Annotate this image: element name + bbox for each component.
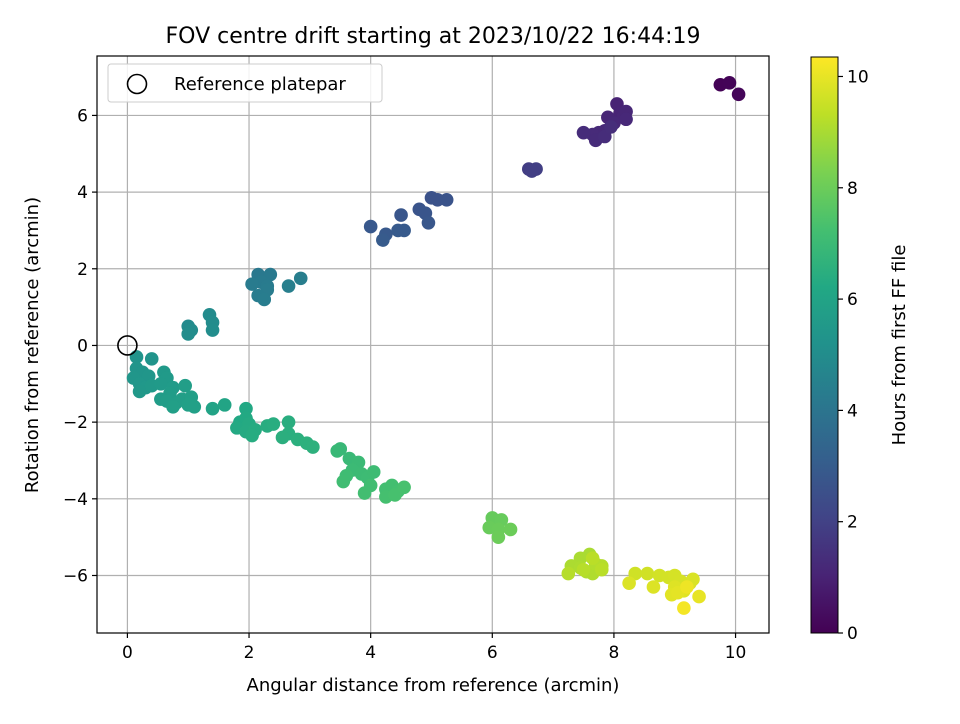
data-point: [132, 384, 147, 399]
data-point: [573, 551, 588, 566]
data-point: [604, 120, 618, 134]
data-point: [266, 417, 281, 431]
y-tick-label: −2: [63, 413, 88, 433]
data-point: [421, 215, 436, 230]
data-point: [357, 486, 372, 500]
x-tick-label: 2: [244, 643, 255, 663]
grid-lines: [97, 56, 769, 633]
legend: Reference platepar: [107, 63, 383, 103]
data-point: [217, 398, 232, 412]
data-point: [306, 440, 320, 454]
data-point: [293, 271, 308, 286]
colorbar-ticks: 0 2 4 6 8 10: [838, 67, 869, 644]
x-axis-label: Angular distance from reference (arcmin): [247, 675, 620, 696]
data-point: [257, 292, 272, 307]
data-point: [576, 125, 591, 140]
data-point: [166, 400, 180, 414]
y-axis-label: Rotation from reference (arcmin): [22, 197, 43, 493]
y-tick-label: 4: [77, 183, 88, 203]
data-point: [561, 566, 576, 581]
data-point: [491, 530, 506, 544]
reference-platepar-marker: [117, 335, 138, 356]
data-point: [336, 474, 351, 489]
plot-frame: [96, 55, 770, 634]
data-point: [646, 580, 661, 594]
data-point: [281, 415, 296, 429]
x-tick-label: 6: [487, 643, 498, 663]
data-point: [585, 551, 600, 566]
data-point: [263, 267, 278, 282]
axes: 0 2 4 6 8 10 −6 −4 −2 0 2 4 6: [63, 55, 770, 663]
data-point: [366, 465, 381, 479]
data-point: [154, 376, 168, 391]
data-point: [363, 219, 378, 234]
data-points: [117, 76, 746, 615]
colorbar-gradient: [810, 56, 839, 634]
data-point: [281, 279, 296, 293]
colorbar-tick-label: 0: [847, 624, 858, 644]
data-point: [619, 112, 633, 127]
data-point: [576, 562, 591, 577]
data-point: [397, 223, 411, 238]
x-tick-label: 10: [725, 643, 747, 663]
chart-title: FOV centre drift starting at 2023/10/22 …: [166, 24, 701, 49]
data-point: [640, 566, 655, 581]
data-point: [503, 522, 518, 537]
data-point: [376, 233, 390, 247]
data-point: [622, 576, 636, 590]
data-point: [397, 480, 411, 495]
legend-marker-open-circle: [126, 73, 148, 95]
colorbar: 0 2 4 6 8 10 Hours from first FF file: [810, 56, 910, 644]
legend-box: [107, 63, 383, 103]
data-point: [245, 428, 259, 443]
y-tick-label: 2: [77, 260, 88, 280]
legend-label-reference: Reference platepar: [174, 74, 346, 95]
data-point: [594, 562, 609, 577]
data-point: [388, 488, 402, 502]
data-point: [677, 601, 691, 615]
y-tick-label: 0: [77, 336, 88, 356]
x-tick-label: 4: [365, 643, 376, 663]
colorbar-label: Hours from first FF file: [889, 245, 910, 446]
data-point: [239, 401, 253, 416]
data-point: [181, 327, 196, 341]
colorbar-tick-label: 8: [847, 179, 858, 199]
data-point: [187, 400, 202, 414]
data-point: [205, 323, 220, 337]
colorbar-tick-label: 4: [847, 401, 858, 421]
y-tick-label: −4: [63, 490, 88, 510]
data-point: [680, 580, 694, 594]
y-tick-label: 6: [77, 106, 88, 126]
data-point: [722, 76, 737, 90]
colorbar-tick-label: 6: [847, 290, 858, 310]
data-point: [275, 430, 290, 445]
data-point: [330, 444, 345, 458]
data-point: [144, 352, 159, 366]
x-tick-label: 0: [122, 643, 133, 663]
data-point: [245, 277, 259, 291]
data-point: [439, 192, 454, 207]
data-point: [692, 589, 706, 604]
data-point: [525, 164, 539, 178]
colorbar-tick-label: 2: [847, 513, 858, 533]
colorbar-tick-label: 10: [847, 67, 869, 87]
data-point: [178, 378, 192, 393]
data-point: [731, 87, 746, 102]
x-tick-label: 8: [609, 643, 620, 663]
data-point: [394, 208, 408, 222]
y-tick-label: −6: [63, 566, 88, 586]
data-point: [205, 401, 220, 416]
